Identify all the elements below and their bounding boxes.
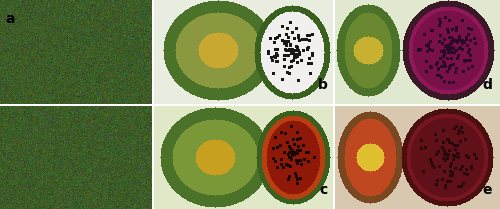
Text: b: b: [318, 78, 328, 92]
Text: d: d: [482, 78, 492, 92]
Text: a: a: [5, 12, 15, 26]
Text: c: c: [320, 183, 328, 197]
Text: e: e: [482, 183, 492, 197]
